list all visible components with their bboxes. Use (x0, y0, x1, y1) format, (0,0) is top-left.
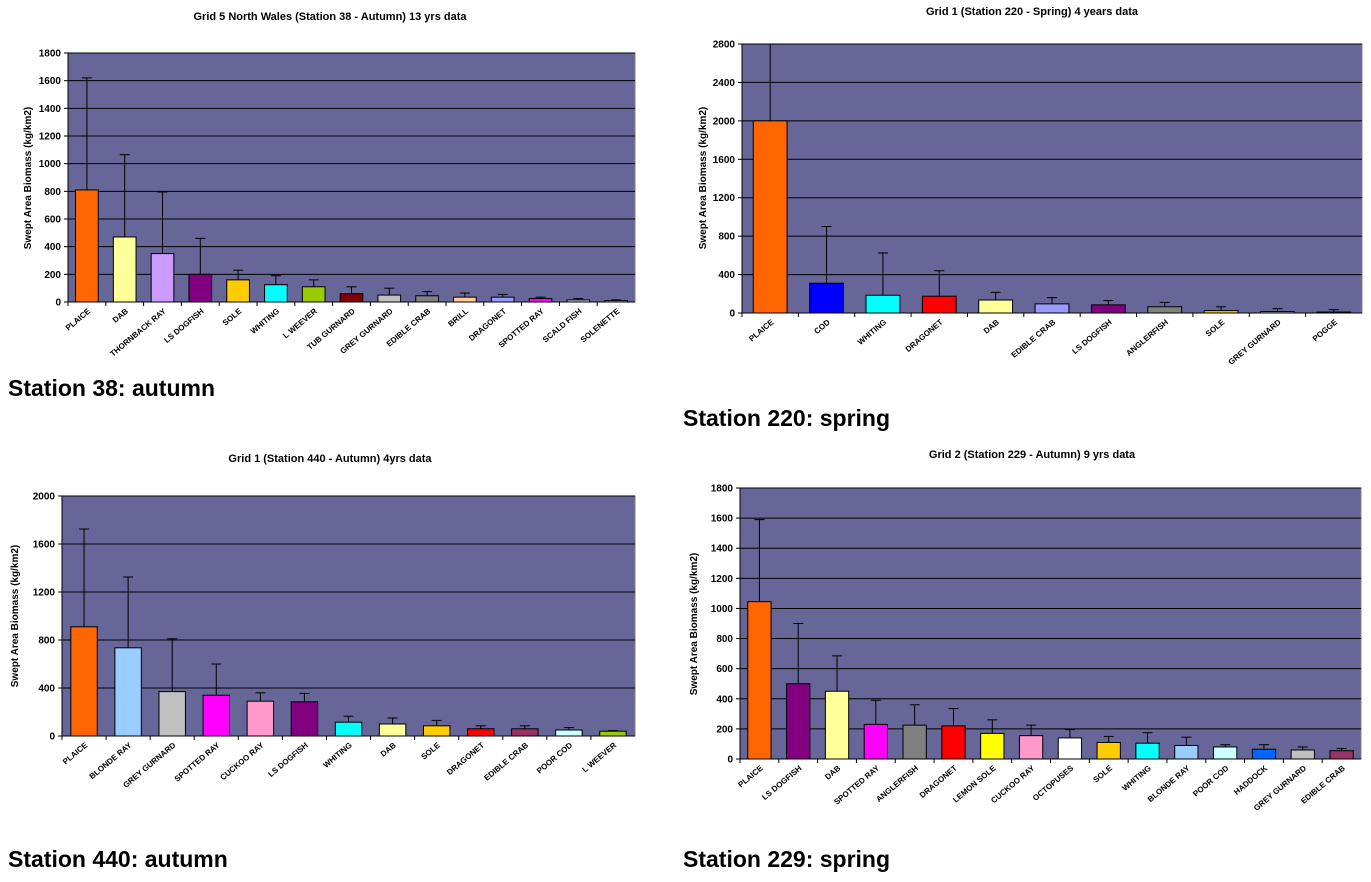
x-tick-label: SOLE (1092, 763, 1115, 784)
x-tick-label: POOR COD (1191, 763, 1230, 798)
caption-station-229: Station 229: spring (683, 846, 891, 872)
bar (1135, 742, 1160, 760)
y-tick-label: 200 (44, 270, 61, 281)
y-axis-label: Swept Area Biomass (kg/km2) (689, 553, 700, 695)
bar (1251, 748, 1277, 760)
y-tick-label: 0 (729, 309, 735, 320)
y-tick-label: 1200 (33, 588, 56, 599)
y-tick-label: 200 (716, 724, 733, 735)
y-tick-label: 800 (718, 232, 735, 243)
y-tick-label: 1600 (33, 540, 56, 551)
bar (1018, 735, 1044, 760)
y-axis-label: Swept Area Biomass (kg/km2) (23, 107, 34, 249)
y-tick-label: 1400 (39, 104, 62, 115)
bar (1057, 737, 1083, 760)
y-tick-label: 600 (44, 215, 61, 226)
bar (1290, 749, 1315, 760)
bar (747, 601, 772, 760)
y-tick-label: 1400 (711, 544, 734, 555)
bar (863, 723, 888, 760)
y-tick-label: 1200 (711, 574, 734, 585)
x-tick-label: DRAGONET (918, 764, 959, 800)
bar (70, 626, 98, 737)
y-tick-label: 1200 (39, 132, 62, 143)
y-tick-label: 400 (38, 684, 55, 695)
y-tick-label: 1800 (711, 484, 734, 495)
y-tick-label: 1800 (39, 49, 62, 60)
bar (824, 690, 850, 760)
y-tick-label: 600 (716, 664, 733, 675)
y-tick-label: 0 (727, 755, 733, 766)
y-tick-label: 800 (38, 636, 55, 647)
x-tick-label: OCTOPUSES (1031, 763, 1076, 803)
bar (752, 120, 788, 314)
y-tick-label: 2000 (33, 492, 56, 503)
bar (786, 683, 811, 760)
caption-station-220: Station 220: spring (683, 405, 891, 431)
x-tick-label: PLAICE (736, 763, 765, 789)
y-tick-label: 0 (49, 732, 55, 743)
y-tick-label: 1000 (39, 159, 62, 170)
bar (1329, 750, 1354, 760)
y-tick-label: 2000 (713, 116, 736, 127)
bar (902, 724, 927, 760)
y-tick-label: 1200 (713, 193, 736, 204)
bar (809, 282, 844, 314)
bar (980, 732, 1005, 760)
bar (246, 700, 275, 737)
x-tick-label: LS DOGFISH (760, 763, 803, 801)
y-tick-label: 2400 (713, 78, 736, 89)
y-tick-label: 1000 (711, 604, 734, 615)
x-tick-label: WHITING (1120, 764, 1152, 793)
y-tick-label: 400 (716, 694, 733, 705)
caption-station-440: Station 440: autumn (8, 846, 228, 872)
x-tick-label: BLONDE RAY (1146, 763, 1192, 804)
bar (1213, 746, 1238, 760)
y-tick-label: 400 (718, 270, 735, 281)
y-tick-label: 400 (44, 242, 61, 253)
y-tick-label: 1600 (713, 155, 736, 166)
plot-area (741, 43, 1363, 314)
x-tick-label: HADDOCK (1232, 763, 1269, 796)
chart-title: Grid 1 (Station 220 - Spring) 4 years da… (926, 6, 1139, 18)
bar (941, 725, 966, 760)
y-tick-label: 1600 (39, 76, 62, 87)
y-tick-label: 1600 (711, 514, 734, 525)
x-tick-label: ANGLERFISH (874, 763, 920, 803)
bar (202, 694, 230, 737)
chart-title: Grid 5 North Wales (Station 38 - Autumn)… (193, 11, 467, 23)
y-tick-label: 2800 (713, 40, 736, 51)
bar (1096, 741, 1121, 760)
plot-area (61, 495, 636, 737)
y-tick-label: 0 (55, 298, 61, 309)
chart-title: Grid 1 (Station 440 - Autumn) 4yrs data (228, 453, 432, 465)
y-axis-label: Swept Area Biomass (kg/km2) (698, 107, 709, 249)
bar (1174, 744, 1199, 760)
bar (290, 701, 319, 737)
bar (158, 691, 186, 737)
y-axis-label: Swept Area Biomass (kg/km2) (10, 545, 21, 687)
y-tick-label: 800 (716, 634, 733, 645)
caption-station-38: Station 38: autumn (8, 375, 216, 401)
x-tick-label: DAB (823, 764, 842, 782)
y-tick-label: 800 (44, 187, 61, 198)
chart-title: Grid 2 (Station 229 - Autumn) 9 yrs data (929, 449, 1136, 461)
